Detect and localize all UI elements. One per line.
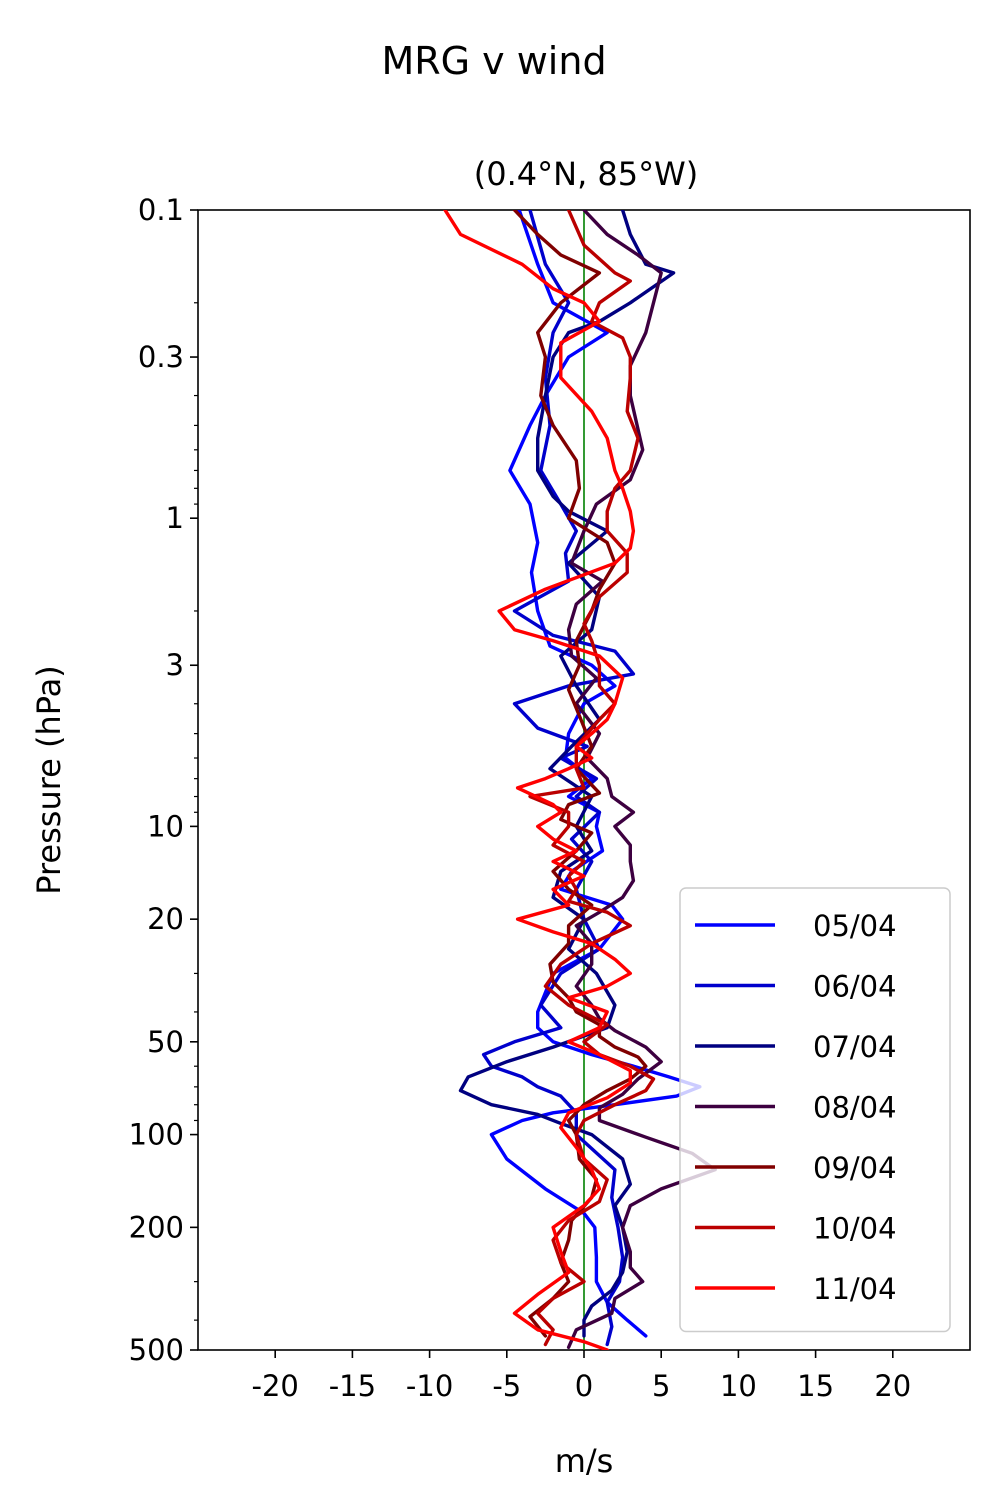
y-tick-label: 20: [147, 902, 184, 936]
x-axis-label: m/s: [555, 1442, 614, 1480]
legend-label: 11/04: [813, 1272, 897, 1306]
chart-subtitle: (0.4°N, 85°W): [474, 155, 699, 193]
legend-label: 09/04: [813, 1151, 897, 1185]
x-tick-label: 20: [874, 1369, 911, 1403]
x-tick-label: 10: [720, 1369, 757, 1403]
series-line-08-04: [566, 210, 717, 1350]
x-tick-label: 5: [652, 1369, 670, 1403]
x-tick-label: 15: [797, 1369, 834, 1403]
y-tick-label: 10: [147, 809, 184, 843]
series-line-11-04: [443, 210, 636, 1350]
legend-label: 06/04: [813, 970, 897, 1004]
legend-label: 08/04: [813, 1091, 897, 1125]
series-line-09-04: [512, 210, 648, 1338]
legend-box: [679, 887, 951, 1333]
x-tick-label: -10: [406, 1369, 453, 1403]
x-tick-label: -5: [492, 1369, 521, 1403]
y-tick-label: 0.1: [138, 193, 184, 227]
y-tick-label: 3: [166, 648, 184, 682]
y-axis-label: Pressure (hPa): [30, 665, 68, 895]
y-tick-label: 50: [147, 1025, 184, 1059]
legend-label: 05/04: [813, 909, 897, 943]
y-tick-label: 500: [129, 1333, 184, 1367]
y-tick-label: 200: [129, 1210, 184, 1244]
legend-label: 07/04: [813, 1030, 897, 1064]
series-line-06-04: [481, 210, 636, 1347]
chart-title: MRG v wind: [381, 39, 606, 83]
x-tick-label: 0: [575, 1369, 593, 1403]
series-line-05-04: [489, 210, 702, 1338]
y-tick-label: 100: [129, 1118, 184, 1152]
x-tick-label: -15: [329, 1369, 376, 1403]
legend-label: 10/04: [813, 1212, 897, 1246]
y-tick-label: 1: [166, 501, 184, 535]
y-tick-label: 0.3: [138, 340, 184, 374]
x-tick-label: -20: [252, 1369, 299, 1403]
